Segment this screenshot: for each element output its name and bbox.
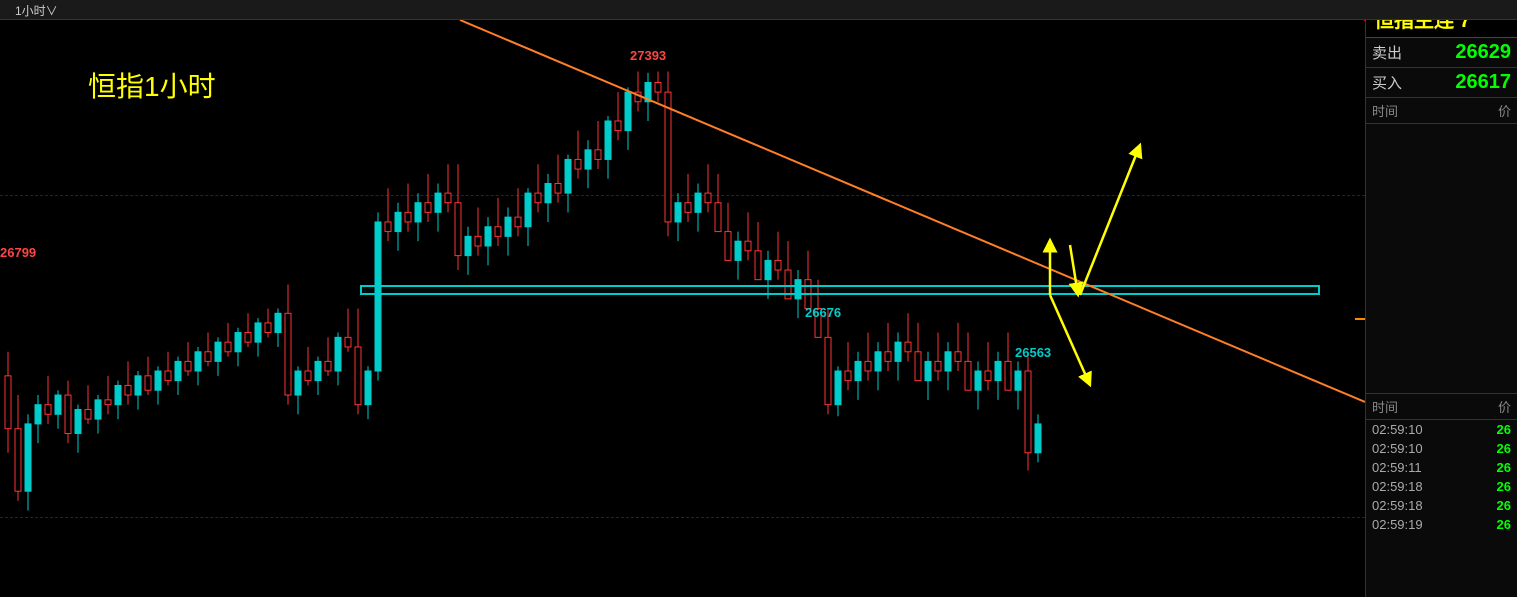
tick-row: 02:59:1926 xyxy=(1366,515,1517,534)
buy-value: 26617 xyxy=(1455,71,1511,94)
support-zone xyxy=(360,285,1320,295)
price-label: 26563 xyxy=(1015,345,1051,360)
tick-row: 02:59:1826 xyxy=(1366,477,1517,496)
quote-panel: 恒指主连 7 卖出 26629 买入 26617 时间 价 时间 价 02:59… xyxy=(1365,0,1517,597)
price-label: 26799 xyxy=(0,245,36,260)
tick-header-2: 时间 价 xyxy=(1366,394,1517,420)
tick-row: 02:59:1826 xyxy=(1366,496,1517,515)
topbar: 1小时∨ xyxy=(0,0,1517,20)
header-price-2: 价 xyxy=(1498,397,1511,416)
sell-value: 26629 xyxy=(1455,41,1511,64)
timeframe-selector[interactable]: 1小时∨ xyxy=(15,2,58,19)
chart-area[interactable]: 恒指1小时 26799273932667626563 xyxy=(0,20,1365,597)
header-price: 价 xyxy=(1498,101,1511,120)
buy-row[interactable]: 买入 26617 xyxy=(1366,68,1517,98)
tick-header: 时间 价 xyxy=(1366,98,1517,124)
sell-label: 卖出 xyxy=(1372,42,1402,63)
tick-gap xyxy=(1366,124,1517,394)
price-label: 27393 xyxy=(630,48,666,63)
price-label: 26676 xyxy=(805,305,841,320)
tick-list: 02:59:102602:59:102602:59:112602:59:1826… xyxy=(1366,420,1517,534)
candlestick-chart xyxy=(0,20,1365,597)
header-time-2: 时间 xyxy=(1372,397,1398,416)
sell-row[interactable]: 卖出 26629 xyxy=(1366,38,1517,68)
buy-label: 买入 xyxy=(1372,72,1402,93)
tick-row: 02:59:1026 xyxy=(1366,420,1517,439)
tick-row: 02:59:1126 xyxy=(1366,458,1517,477)
header-time: 时间 xyxy=(1372,101,1398,120)
tick-row: 02:59:1026 xyxy=(1366,439,1517,458)
